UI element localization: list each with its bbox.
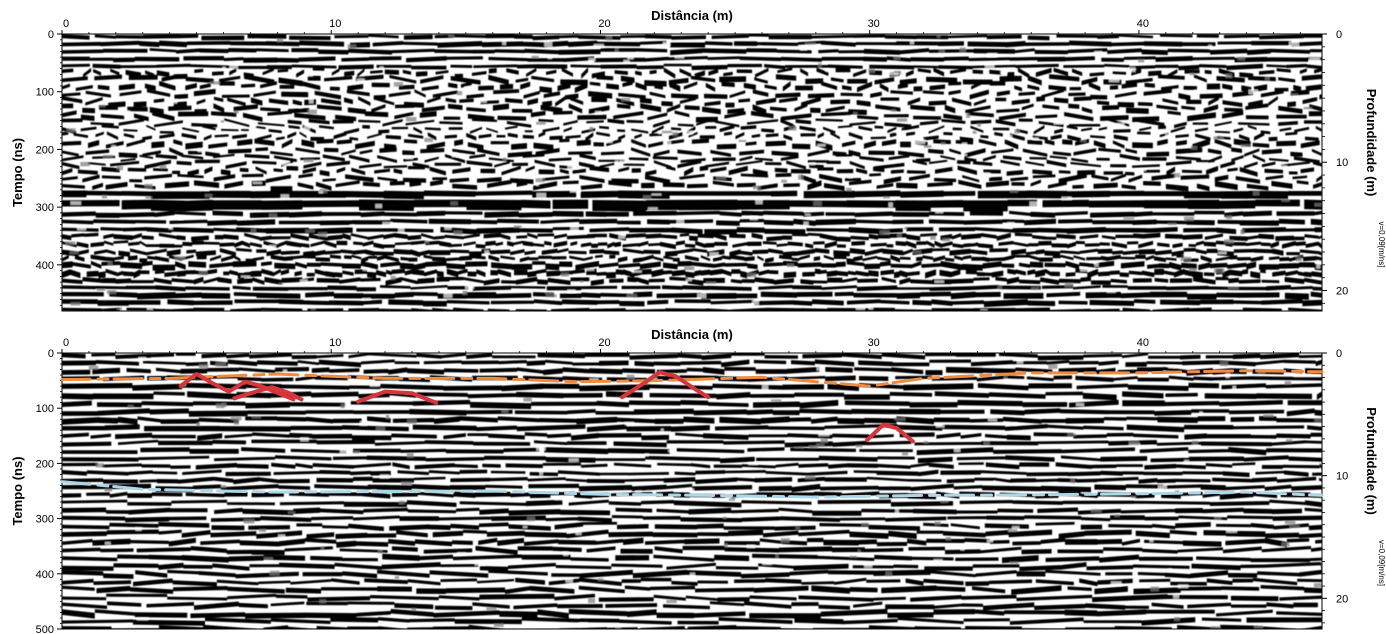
y-tick-label: 100: [36, 87, 54, 99]
y-tick-label: 400: [36, 569, 54, 581]
y-axis-title-top: Tempo (ns): [10, 138, 25, 207]
x-axis-title-top: Distância (m): [651, 8, 733, 23]
x-tick-label: 20: [598, 337, 610, 349]
y2-axis-title-top: Profundidade (m): [1364, 89, 1379, 197]
x-tick-label: 0: [63, 18, 69, 30]
x-tick-label: 30: [868, 337, 880, 349]
y2-tick-label: 0: [1336, 348, 1342, 360]
y-axis-ticks-top: 0 100 200 300 400: [36, 29, 62, 306]
interpretation-lines-bottom: [60, 369, 1324, 499]
hyperbola-marker: [232, 385, 304, 402]
y-tick-label: 300: [36, 202, 54, 214]
y-tick-label: 500: [36, 624, 54, 634]
velocity-label-bottom: v=0,09[m/ns]: [1377, 540, 1386, 586]
hyperbola-marker: [620, 370, 711, 400]
x-axis-title-bottom: Distância (m): [651, 327, 733, 342]
y2-tick-label: 10: [1336, 471, 1348, 483]
hyperbola-marker: [178, 372, 296, 402]
hyperbola-marker: [865, 422, 915, 444]
y-tick-label: 200: [36, 144, 54, 156]
x-tick-label: 10: [329, 337, 341, 349]
y-tick-label: 400: [36, 260, 54, 272]
y2-axis-ticks-bottom: 0 10 20: [1322, 348, 1348, 624]
velocity-label-top: v=0,09[m/ns]: [1377, 221, 1386, 267]
x-tick-label: 10: [329, 18, 341, 30]
y2-tick-label: 20: [1336, 285, 1348, 297]
y-tick-label: 200: [36, 458, 54, 470]
x-tick-label: 20: [598, 18, 610, 30]
y-axis-title-bottom: Tempo (ns): [10, 456, 25, 525]
y-tick-label: 100: [36, 403, 54, 415]
radargram-panel-top: 0 10 20 30 40 0 100 200 300 400 0 10 20 Distância …: [10, 8, 1386, 312]
y2-tick-label: 0: [1336, 29, 1342, 41]
y2-axis-ticks-top: 0 10 20: [1322, 29, 1348, 304]
y-tick-label: 0: [48, 29, 54, 41]
hyperbola-marker: [356, 389, 439, 405]
y2-tick-label: 20: [1336, 593, 1348, 605]
y2-axis-title-bottom: Profundidade (m): [1364, 407, 1379, 515]
x-axis-ticks-bottom: 0 10 20 30 40: [61, 337, 1301, 353]
radargram-panel-bottom: 0 10 20 30 40 0 100 200 300 400 500 0 10 20 Distânc…: [10, 327, 1386, 634]
x-axis-ticks-top: 0 10 20 30 40: [61, 18, 1301, 34]
y-tick-label: 0: [48, 348, 54, 360]
y-axis-ticks-bottom: 0 100 200 300 400 500: [36, 348, 62, 634]
x-tick-label: 40: [1137, 18, 1149, 30]
x-tick-label: 0: [63, 337, 69, 349]
y-tick-label: 300: [36, 514, 54, 526]
x-tick-label: 40: [1137, 337, 1149, 349]
x-tick-label: 30: [868, 18, 880, 30]
y2-tick-label: 10: [1336, 157, 1348, 169]
interface-line: [60, 369, 1324, 388]
radargram-image-top: [62, 34, 1322, 311]
interface-line: [60, 480, 1324, 499]
